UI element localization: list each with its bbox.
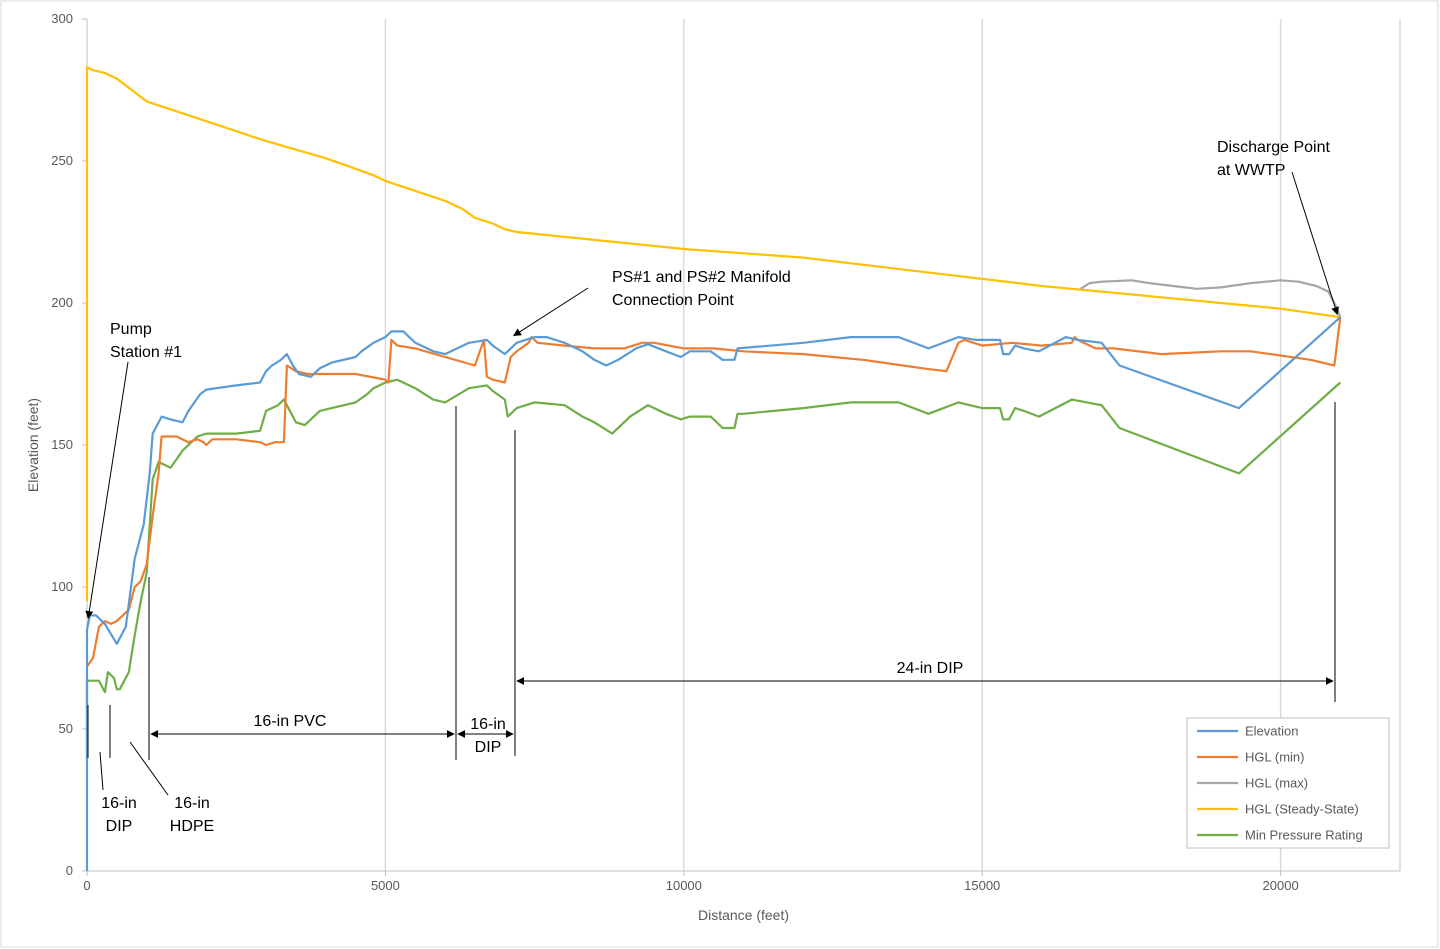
legend-label-min-pressure-rating: Min Pressure Rating (1245, 828, 1363, 843)
legend-label-hgl-steady-state: HGL (Steady-State) (1245, 802, 1359, 817)
annotation-discharge-line-0: Discharge Point (1217, 139, 1331, 156)
series-line-elevation (85, 316, 1342, 871)
annotation-seg-16in-dip-mid-line-0: 16-in (470, 716, 506, 733)
annotation-pump-station-line-1: Station #1 (110, 344, 182, 361)
y-tick-label-4: 200 (51, 295, 73, 310)
legend: Elevation HGL (min) HGL (max) HGL (Steady-S… (1186, 717, 1390, 849)
x-tick-label-1: 5000 (371, 878, 400, 893)
series-line-hgl-max (1080, 279, 1342, 318)
annotation-seg-16in-dip-mid-line-1: DIP (475, 739, 502, 756)
x-tick-label-3: 15000 (964, 878, 1000, 893)
x-tick-label-0: 0 (83, 878, 90, 893)
y-axis-title: Elevation (feet) (25, 398, 41, 492)
annotation-discharge-line-1: at WWTP (1217, 162, 1285, 179)
x-tick-label-4: 20000 (1263, 878, 1299, 893)
y-tick-label-2: 100 (51, 579, 73, 594)
y-tick-label-1: 50 (59, 721, 73, 736)
y-tick-label-0: 0 (66, 863, 73, 878)
legend-label-elevation: Elevation (1245, 724, 1298, 739)
annotation-seg-16in-pvc-line-0: 16-in PVC (254, 713, 327, 730)
annotation-seg-16in-dip-start-leader (99, 751, 104, 791)
annotation-seg-16in-hdpe-line-1: HDPE (170, 818, 214, 835)
annotation-discharge-arrow (1291, 171, 1339, 316)
annotation-seg-24in-dip-line-0: 24-in DIP (897, 660, 964, 677)
series-line-min-pressure-rating (85, 378, 1342, 758)
series-layer (85, 66, 1342, 871)
axis-layer: 0 50 100 150 200 250 300 0 5000 10000 15000 20000 Di… (25, 11, 1400, 923)
series-line-hgl-min (86, 317, 1342, 668)
annotation-pump-station-line-0: Pump (110, 321, 152, 338)
y-tick-label-5: 250 (51, 153, 73, 168)
annotation-seg-16in-dip-start-line-0: 16-in (101, 795, 137, 812)
annotation-pump-station-arrow (85, 361, 129, 620)
annotation-seg-16in-hdpe-leader (129, 741, 169, 796)
y-tick-label-3: 150 (51, 437, 73, 452)
legend-label-hgl-max: HGL (max) (1245, 776, 1308, 791)
annotation-manifold-arrow (513, 287, 589, 337)
annotation-layer: Pump Station #1 PS#1 and PS#2 Manifold Conn… (85, 139, 1339, 835)
annotation-seg-16in-hdpe-line-0: 16-in (174, 795, 210, 812)
x-axis-title: Distance (feet) (698, 907, 789, 923)
annotation-seg-16in-dip-start-line-1: DIP (106, 818, 133, 835)
legend-label-hgl-min: HGL (min) (1245, 750, 1304, 765)
series-line-hgl-steady-state (85, 66, 1341, 602)
annotation-manifold-line-0: PS#1 and PS#2 Manifold (612, 269, 791, 286)
x-tick-label-2: 10000 (666, 878, 702, 893)
annotation-manifold-line-1: Connection Point (612, 292, 734, 309)
y-tick-label-6: 300 (51, 11, 73, 26)
